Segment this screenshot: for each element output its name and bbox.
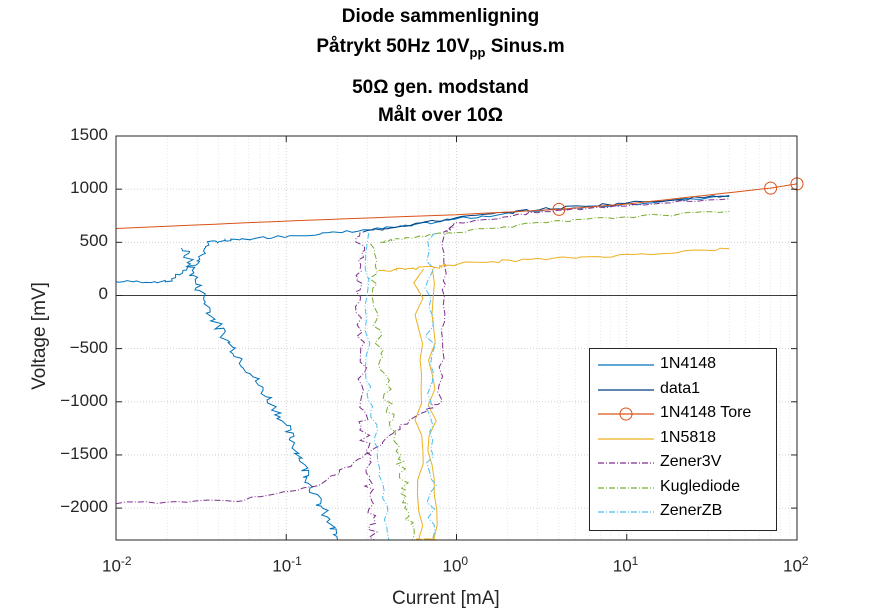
x-tick-base: 10: [783, 556, 802, 576]
legend-swatch: [598, 462, 654, 464]
legend-label: Zener3V: [660, 453, 722, 470]
legend: 1N4148 data1 1N4148 Tore 1N5818 Zener3V Kugle…: [589, 348, 777, 531]
y-tick-label: 0: [98, 284, 108, 304]
y-tick-label: 500: [79, 231, 108, 251]
legend-label: 1N4148 Tore: [660, 404, 752, 421]
legend-item: data1: [590, 378, 776, 402]
title-line2-tail: Sinus.m: [485, 36, 565, 57]
x-tick-label: 102: [783, 554, 809, 577]
y-tick-label: −500: [69, 337, 108, 357]
legend-swatch: [598, 388, 654, 391]
legend-item: 1N4148: [590, 353, 776, 377]
legend-item: ZenerZB: [590, 500, 776, 524]
chart-title-line2: Påtrykt 50Hz 10Vpp Sinus.m: [0, 36, 881, 60]
y-tick-label: −2000: [60, 497, 108, 517]
x-tick-label: 10-1: [272, 554, 302, 577]
y-tick-label: −1500: [60, 443, 108, 463]
series-marker-2-0: [552, 202, 566, 216]
legend-label: ZenerZB: [660, 502, 723, 519]
legend-swatch: [598, 407, 654, 421]
series-branch-4: [354, 232, 379, 541]
legend-swatch: [598, 486, 654, 489]
x-tick-base: 10: [442, 556, 462, 576]
legend-label: data1: [660, 379, 701, 397]
x-tick-base: 10: [102, 556, 121, 576]
x-tick-label: 100: [443, 554, 469, 577]
chart-title-line3: 50Ω gen. modstand: [352, 77, 529, 98]
x-tick-exponent: -2: [120, 554, 132, 568]
series-branch-3: [413, 268, 438, 541]
series-branch-6: [424, 232, 437, 541]
series-line-2: [115, 183, 798, 229]
y-tick-label: 1500: [70, 125, 108, 144]
series-line-3: [377, 247, 730, 272]
x-tick-label: 10-2: [102, 554, 132, 577]
x-axis-label: Current [mA]: [392, 588, 500, 609]
legend-swatch: [598, 364, 654, 366]
legend-label: 1N4148: [660, 355, 717, 372]
series-marker-2-1: [764, 181, 778, 195]
x-tick-base: 10: [612, 556, 632, 576]
series-line-5: [380, 211, 730, 244]
y-tick-label: 1000: [70, 178, 108, 198]
chart-title-line1: Diode sammenligning: [341, 6, 540, 27]
legend-swatch: [598, 437, 654, 440]
y-axis-label: Voltage [mV]: [29, 282, 50, 390]
title-line2-main: Påtrykt 50Hz 10V: [316, 36, 470, 57]
title-line2-subscript: pp: [469, 44, 486, 60]
x-tick-exponent: -1: [291, 554, 302, 568]
x-tick-base: 10: [272, 556, 292, 576]
legend-swatch: [598, 511, 654, 513]
series-branch-0: [181, 247, 338, 541]
legend-item: Kuglediode: [590, 476, 776, 500]
series-line-4: [115, 198, 730, 505]
legend-item: 1N4148 Tore: [590, 402, 776, 426]
legend-item: 1N5818: [590, 427, 776, 451]
y-tick-label: −1000: [60, 390, 108, 410]
legend-item: Zener3V: [590, 451, 776, 475]
x-tick-exponent: 0: [461, 554, 469, 568]
series-line-1: [362, 195, 730, 233]
legend-label: Kuglediode: [660, 477, 741, 495]
x-tick-label: 101: [613, 554, 639, 577]
series-branch-5: [368, 243, 415, 541]
x-tick-exponent: 1: [631, 554, 639, 568]
series-line-6: [364, 232, 390, 541]
chart-title-line4: Målt over 10Ω: [377, 105, 504, 126]
x-tick-exponent: 2: [801, 554, 809, 568]
legend-label: 1N5818: [660, 428, 717, 446]
